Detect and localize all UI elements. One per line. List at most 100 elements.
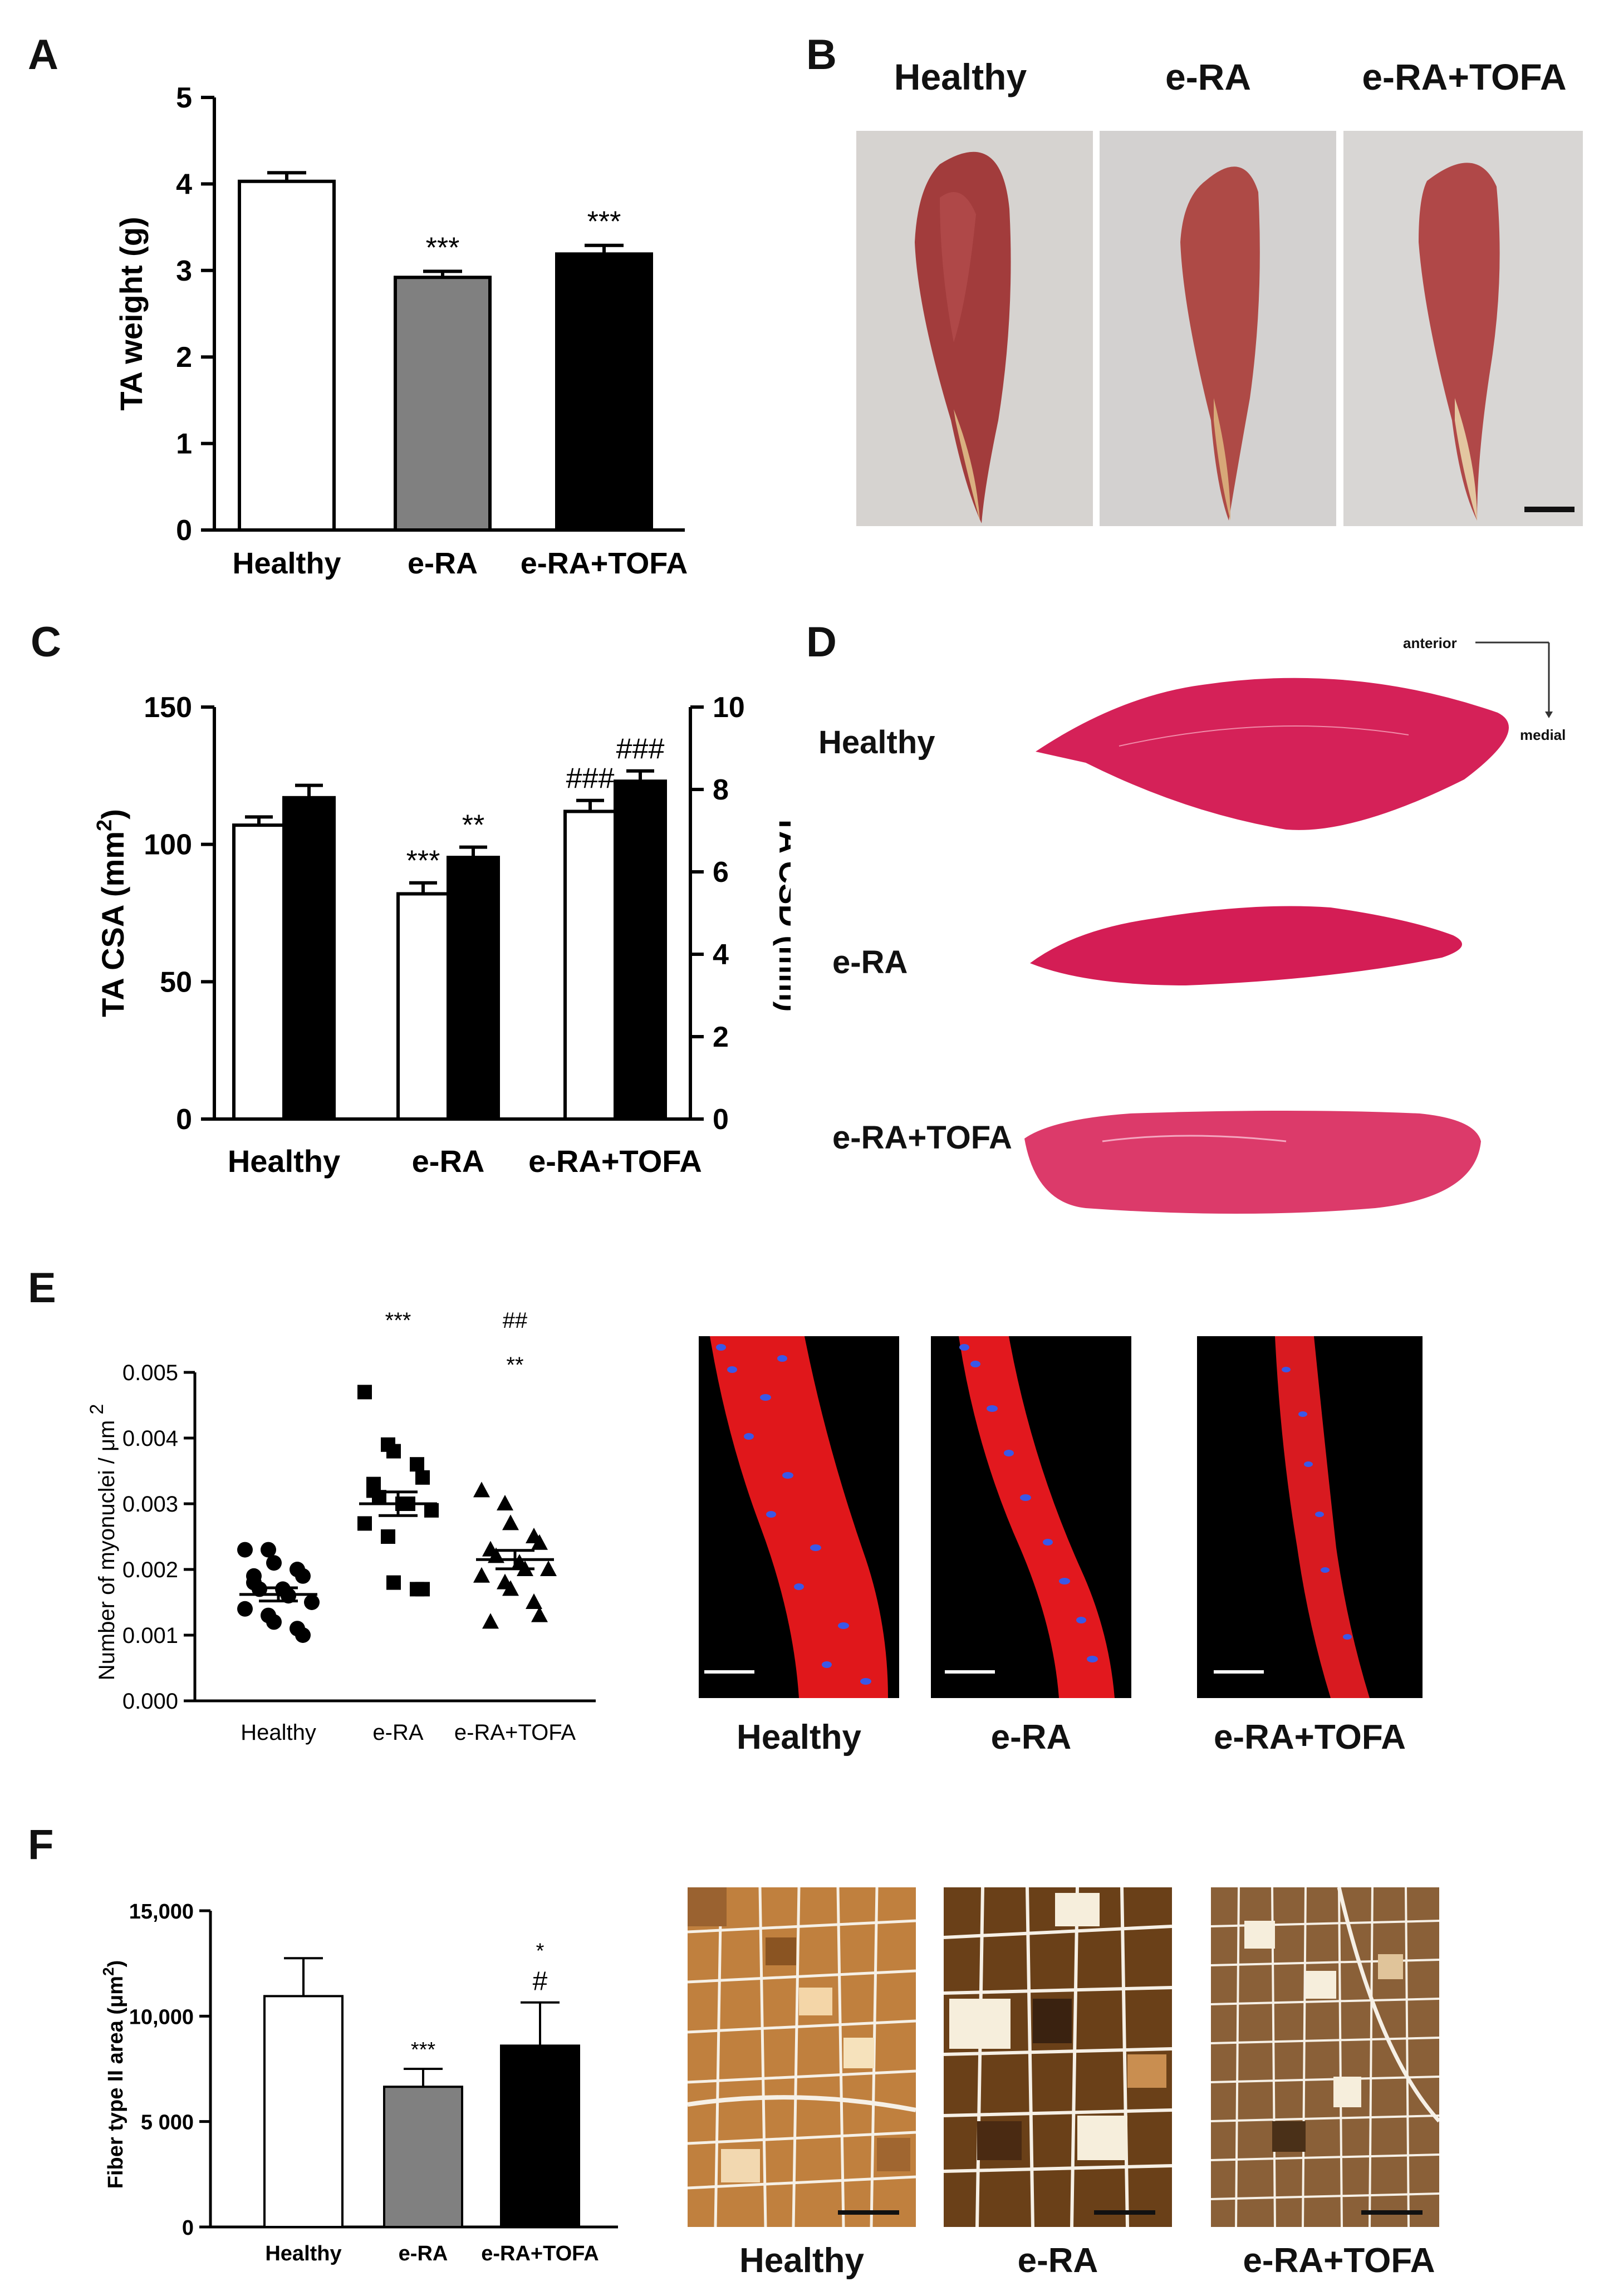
x-tick-label: e-RA <box>412 1144 485 1179</box>
bar-csa-Healthy <box>232 823 286 1121</box>
photo-muscle-era-tofa <box>1343 131 1583 526</box>
data-point-e-RA <box>424 1503 439 1518</box>
data-point-e-RA <box>357 1516 372 1531</box>
significance-label: ## <box>503 1308 528 1333</box>
y-axis-title: Number of myonuclei / μm2 <box>86 1404 119 1681</box>
y-tick-label: 0.005 <box>122 1361 178 1385</box>
panel-b-label-era: e-RA <box>1165 56 1251 97</box>
y-tick-label: 0.002 <box>122 1558 178 1582</box>
y-tick-label-left: 100 <box>144 829 192 861</box>
bar-csa-e-RA+TOFA <box>563 810 617 1121</box>
y-tick-label-left: 0 <box>176 1103 192 1136</box>
data-point-e-RA <box>410 1457 424 1472</box>
data-point-e-RA+TOFA <box>531 1534 548 1550</box>
y-tick-label: 15,000 <box>129 1900 194 1924</box>
data-point-e-RA <box>415 1470 430 1485</box>
panel-letter-d: D <box>806 619 837 666</box>
data-point-e-RA+TOFA <box>482 1613 499 1629</box>
bar-csa-e-RA <box>396 892 450 1121</box>
data-point-e-RA+TOFA <box>531 1606 548 1622</box>
y-tick-label: 1 <box>176 428 192 460</box>
atpase-era-tofa <box>1211 1887 1439 2227</box>
significance-label: * <box>536 1940 545 1963</box>
panel-d-label-era: e-RA <box>832 944 908 980</box>
panel-e-label-era-tofa: e-RA+TOFA <box>1213 1718 1406 1757</box>
data-point-e-RA+TOFA <box>526 1593 542 1609</box>
data-point-e-RA <box>386 1575 401 1590</box>
data-point-Healthy <box>261 1542 276 1558</box>
panel-f-label-era: e-RA <box>1017 2241 1098 2280</box>
data-point-e-RA+TOFA <box>502 1580 519 1596</box>
panel-letter-b: B <box>806 31 837 79</box>
y-tick-label: 0.003 <box>122 1492 178 1517</box>
significance-label: ** <box>506 1353 523 1377</box>
data-point-e-RA+TOFA <box>540 1561 557 1576</box>
y-tick-label-right: 10 <box>713 691 745 724</box>
data-point-e-RA <box>357 1385 372 1400</box>
y-tick-label: 0 <box>176 514 192 547</box>
data-point-Healthy <box>237 1542 253 1558</box>
bar-Healthy <box>263 1995 344 2228</box>
x-tick-label: e-RA <box>408 547 478 580</box>
y-axis-title: Fiber type II area (μm2) <box>100 1960 127 2189</box>
data-point-e-RA+TOFA <box>473 1481 490 1498</box>
data-point-Healthy <box>266 1555 282 1571</box>
panel-f-label-healthy: Healthy <box>739 2241 864 2280</box>
photo-muscle-era <box>1100 131 1336 526</box>
significance-label: # <box>533 1967 548 1996</box>
significance-label: *** <box>587 206 621 238</box>
panel-e-label-era: e-RA <box>990 1718 1072 1757</box>
panel-f-label-era-tofa: e-RA+TOFA <box>1243 2241 1435 2280</box>
panel-e-label-healthy: Healthy <box>737 1718 861 1757</box>
y-axis-title: TA weight (g) <box>114 217 149 410</box>
panel-letter-f: F <box>28 1821 54 1868</box>
y-tick-label: 4 <box>176 168 192 200</box>
x-tick-label: e-RA+TOFA <box>481 2242 599 2265</box>
y-tick-label-right: 0 <box>713 1103 729 1136</box>
bar-e-RA+TOFA <box>500 2044 580 2228</box>
y-tick-label-left: 50 <box>160 966 192 998</box>
y-tick-label: 0 <box>182 2216 194 2240</box>
x-tick-label: e-RA+TOFA <box>528 1144 702 1179</box>
data-point-Healthy <box>237 1601 253 1617</box>
data-point-Healthy <box>295 1568 311 1584</box>
significance-label: *** <box>411 2038 436 2062</box>
orientation-medial: medial <box>1520 727 1566 743</box>
x-tick-label: Healthy <box>232 547 341 580</box>
data-point-e-RA <box>381 1529 395 1544</box>
y-tick-label-right: 4 <box>713 939 729 971</box>
panel-d-label-healthy: Healthy <box>818 724 935 761</box>
orientation-anterior: anterior <box>1403 635 1457 651</box>
panel-d-label-era-tofa: e-RA+TOFA <box>832 1120 1012 1156</box>
y-tick-label-right: 8 <box>713 774 729 806</box>
chart-e-myonuclei: 0.0000.0010.0020.0030.0040.005Healthy***… <box>86 1308 596 1745</box>
y-tick-label-right: 6 <box>713 856 729 889</box>
data-point-Healthy <box>304 1595 320 1610</box>
bar-csd-Healthy <box>282 796 336 1121</box>
y-tick-label: 3 <box>176 255 192 287</box>
bar-Healthy <box>238 179 336 532</box>
chart-a-ta-weight: 0 1 2 3 4 5 Healthy *** e-RA *** e-RA+TOFA TA weigh… <box>114 82 688 580</box>
significance-label: *** <box>406 845 440 877</box>
histology-sections <box>1024 678 1509 1214</box>
y-tick-label: 0.000 <box>122 1689 178 1714</box>
bar-e-RA <box>394 276 492 532</box>
bar-csd-e-RA+TOFA <box>614 779 667 1121</box>
orientation-arrows <box>1475 641 1553 718</box>
bar-e-RA+TOFA <box>555 252 653 532</box>
x-tick-label: e-RA+TOFA <box>454 1720 576 1745</box>
x-tick-label: e-RA <box>372 1720 423 1745</box>
x-tick-label: Healthy <box>228 1144 340 1179</box>
bar-e-RA <box>383 2086 463 2229</box>
y-tick-label: 0.004 <box>122 1426 178 1451</box>
y-tick-label-right: 2 <box>713 1021 729 1053</box>
photo-muscle-healthy <box>856 131 1093 526</box>
y-tick-label: 5 <box>176 82 192 114</box>
data-point-Healthy <box>246 1568 262 1584</box>
x-tick-label: Healthy <box>241 1720 316 1745</box>
y-axis-title-left: TA CSA (mm2) <box>93 809 130 1017</box>
significance-label: *** <box>426 232 460 264</box>
panel-letter-e: E <box>28 1264 56 1312</box>
data-point-e-RA <box>366 1476 381 1492</box>
panel-b-label-era-tofa: e-RA+TOFA <box>1362 56 1567 97</box>
